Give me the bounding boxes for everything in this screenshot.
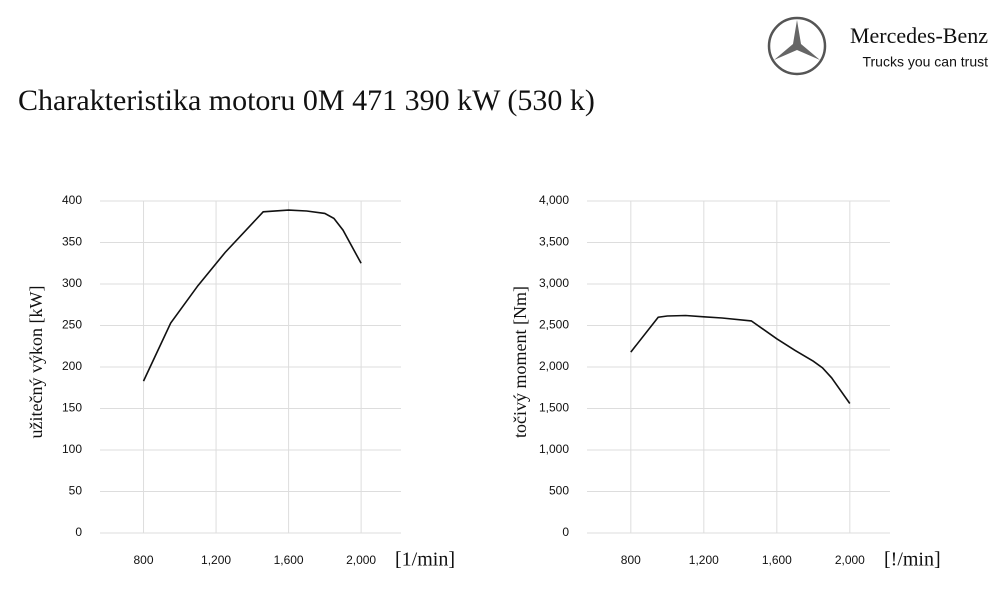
- y-tick-label: 150: [62, 401, 82, 415]
- y-tick-label: 350: [62, 235, 82, 249]
- y-tick-label: 250: [62, 318, 82, 332]
- x-tick-label: 800: [134, 553, 154, 567]
- tagline: Trucks you can trust: [862, 54, 988, 70]
- y-tick-label: 2,000: [539, 359, 569, 373]
- y-tick-label: 3,500: [539, 235, 569, 249]
- x-tick-label: 800: [621, 553, 641, 567]
- y-tick-label: 4,000: [539, 193, 569, 207]
- logo-star: [767, 16, 827, 76]
- x-axis-label: [1/min]: [395, 549, 455, 571]
- y-axis-label: užitečný výkon [kW]: [26, 286, 46, 439]
- y-tick-label: 1,500: [539, 401, 569, 415]
- y-tick-label: 0: [562, 525, 569, 539]
- y-tick-label: 1,000: [539, 442, 569, 456]
- x-tick-label: 2,000: [346, 553, 376, 567]
- page-title: Charakteristika motoru 0M 471 390 kW (53…: [18, 84, 595, 117]
- x-tick-label: 2,000: [835, 553, 865, 567]
- x-tick-label: 1,200: [201, 553, 231, 567]
- data-line: [630, 314, 851, 404]
- y-tick-label: 2,500: [539, 318, 569, 332]
- y-tick-label: 400: [62, 193, 82, 207]
- x-tick-label: 1,200: [689, 553, 719, 567]
- y-tick-label: 50: [69, 484, 83, 498]
- y-tick-label: 0: [75, 525, 82, 539]
- x-tick-label: 1,600: [274, 553, 304, 567]
- y-axis-label: točivý moment [Nm]: [510, 286, 530, 438]
- brand: Mercedes-Benz: [850, 23, 988, 48]
- y-tick-label: 200: [62, 359, 82, 373]
- x-axis-label: [!/min]: [884, 549, 941, 571]
- y-tick-label: 500: [549, 484, 569, 498]
- data-line: [142, 209, 362, 382]
- x-tick-label: 1,600: [762, 553, 792, 567]
- y-tick-label: 100: [62, 442, 82, 456]
- y-tick-label: 300: [62, 276, 82, 290]
- y-tick-label: 3,000: [539, 276, 569, 290]
